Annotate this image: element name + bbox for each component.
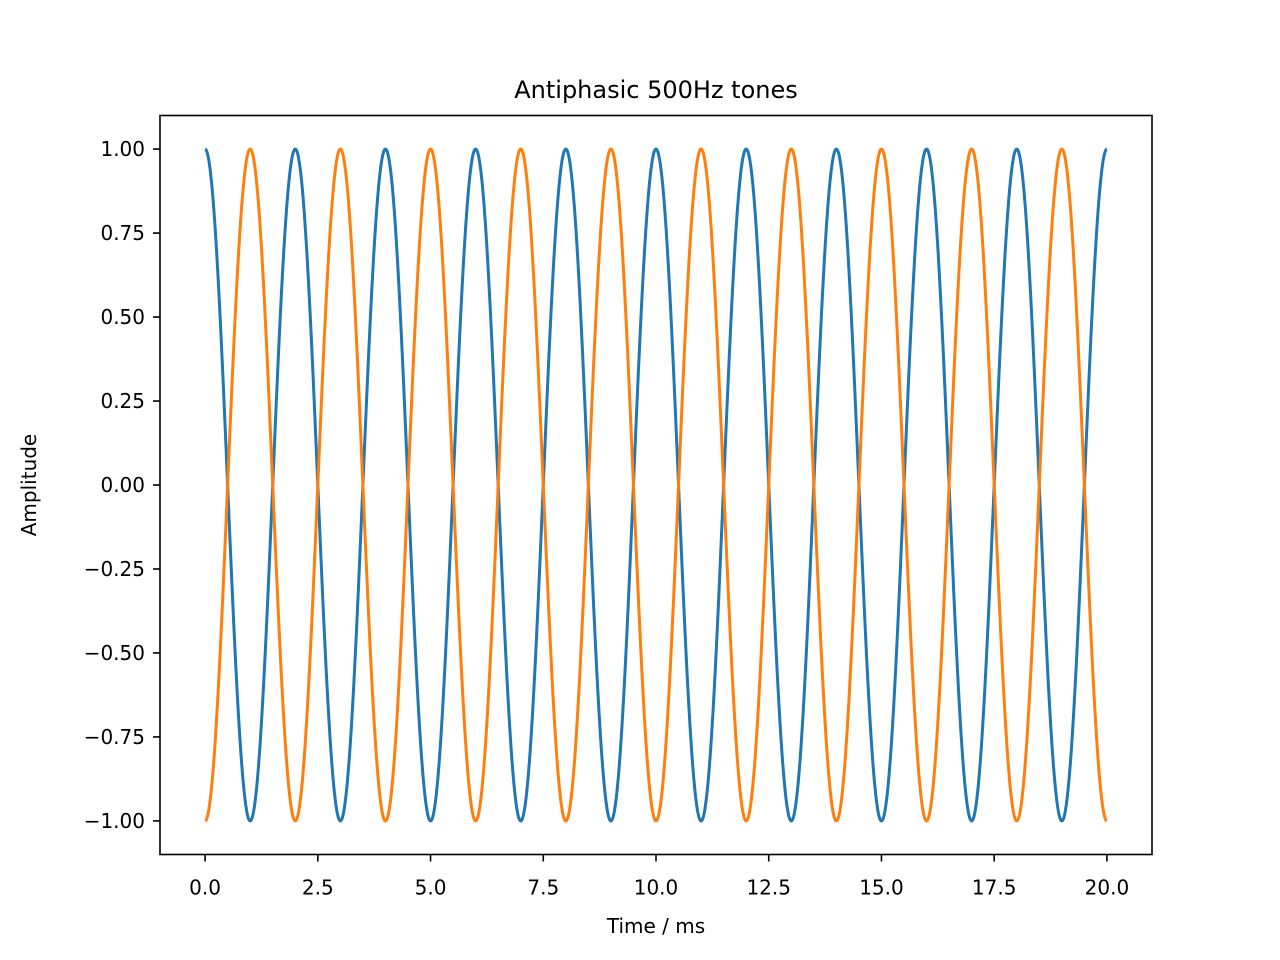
- x-tick-label: 17.5: [972, 876, 1017, 900]
- y-tick-label: −1.00: [84, 809, 145, 833]
- y-tick-label: −0.50: [84, 641, 145, 665]
- y-axis-title: Amplitude: [17, 434, 41, 537]
- x-tick-label: 7.5: [527, 876, 559, 900]
- series-layer: [204, 147, 1108, 823]
- x-tick-label: 2.5: [302, 876, 334, 900]
- y-tick-label: 0.50: [100, 305, 145, 329]
- y-tick-label: 0.25: [100, 389, 145, 413]
- series-line-2: [204, 147, 1108, 823]
- x-tick-label: 12.5: [746, 876, 791, 900]
- y-tick-label: −0.75: [84, 725, 145, 749]
- y-tick-label: −0.25: [84, 557, 145, 581]
- y-tick-label: 1.00: [100, 137, 145, 161]
- x-axis-title: Time / ms: [606, 914, 705, 938]
- series-line-1: [204, 147, 1108, 823]
- x-tick-label: 0.0: [189, 876, 221, 900]
- x-axis: 0.0 2.5 5.0 7.5 10.0 12.5 15.0 17.5 20.0: [189, 854, 1130, 900]
- y-tick-label: 0.75: [100, 221, 145, 245]
- y-axis: 1.00 0.75 0.50 0.25 0.00 −0.25 −0.50 −0.75 −1.00: [84, 137, 160, 833]
- x-tick-label: 20.0: [1085, 876, 1130, 900]
- chart-title: Antiphasic 500Hz tones: [514, 76, 798, 104]
- y-tick-label: 0.00: [100, 473, 145, 497]
- x-tick-label: 10.0: [634, 876, 679, 900]
- x-tick-label: 5.0: [415, 876, 447, 900]
- x-tick-label: 15.0: [859, 876, 904, 900]
